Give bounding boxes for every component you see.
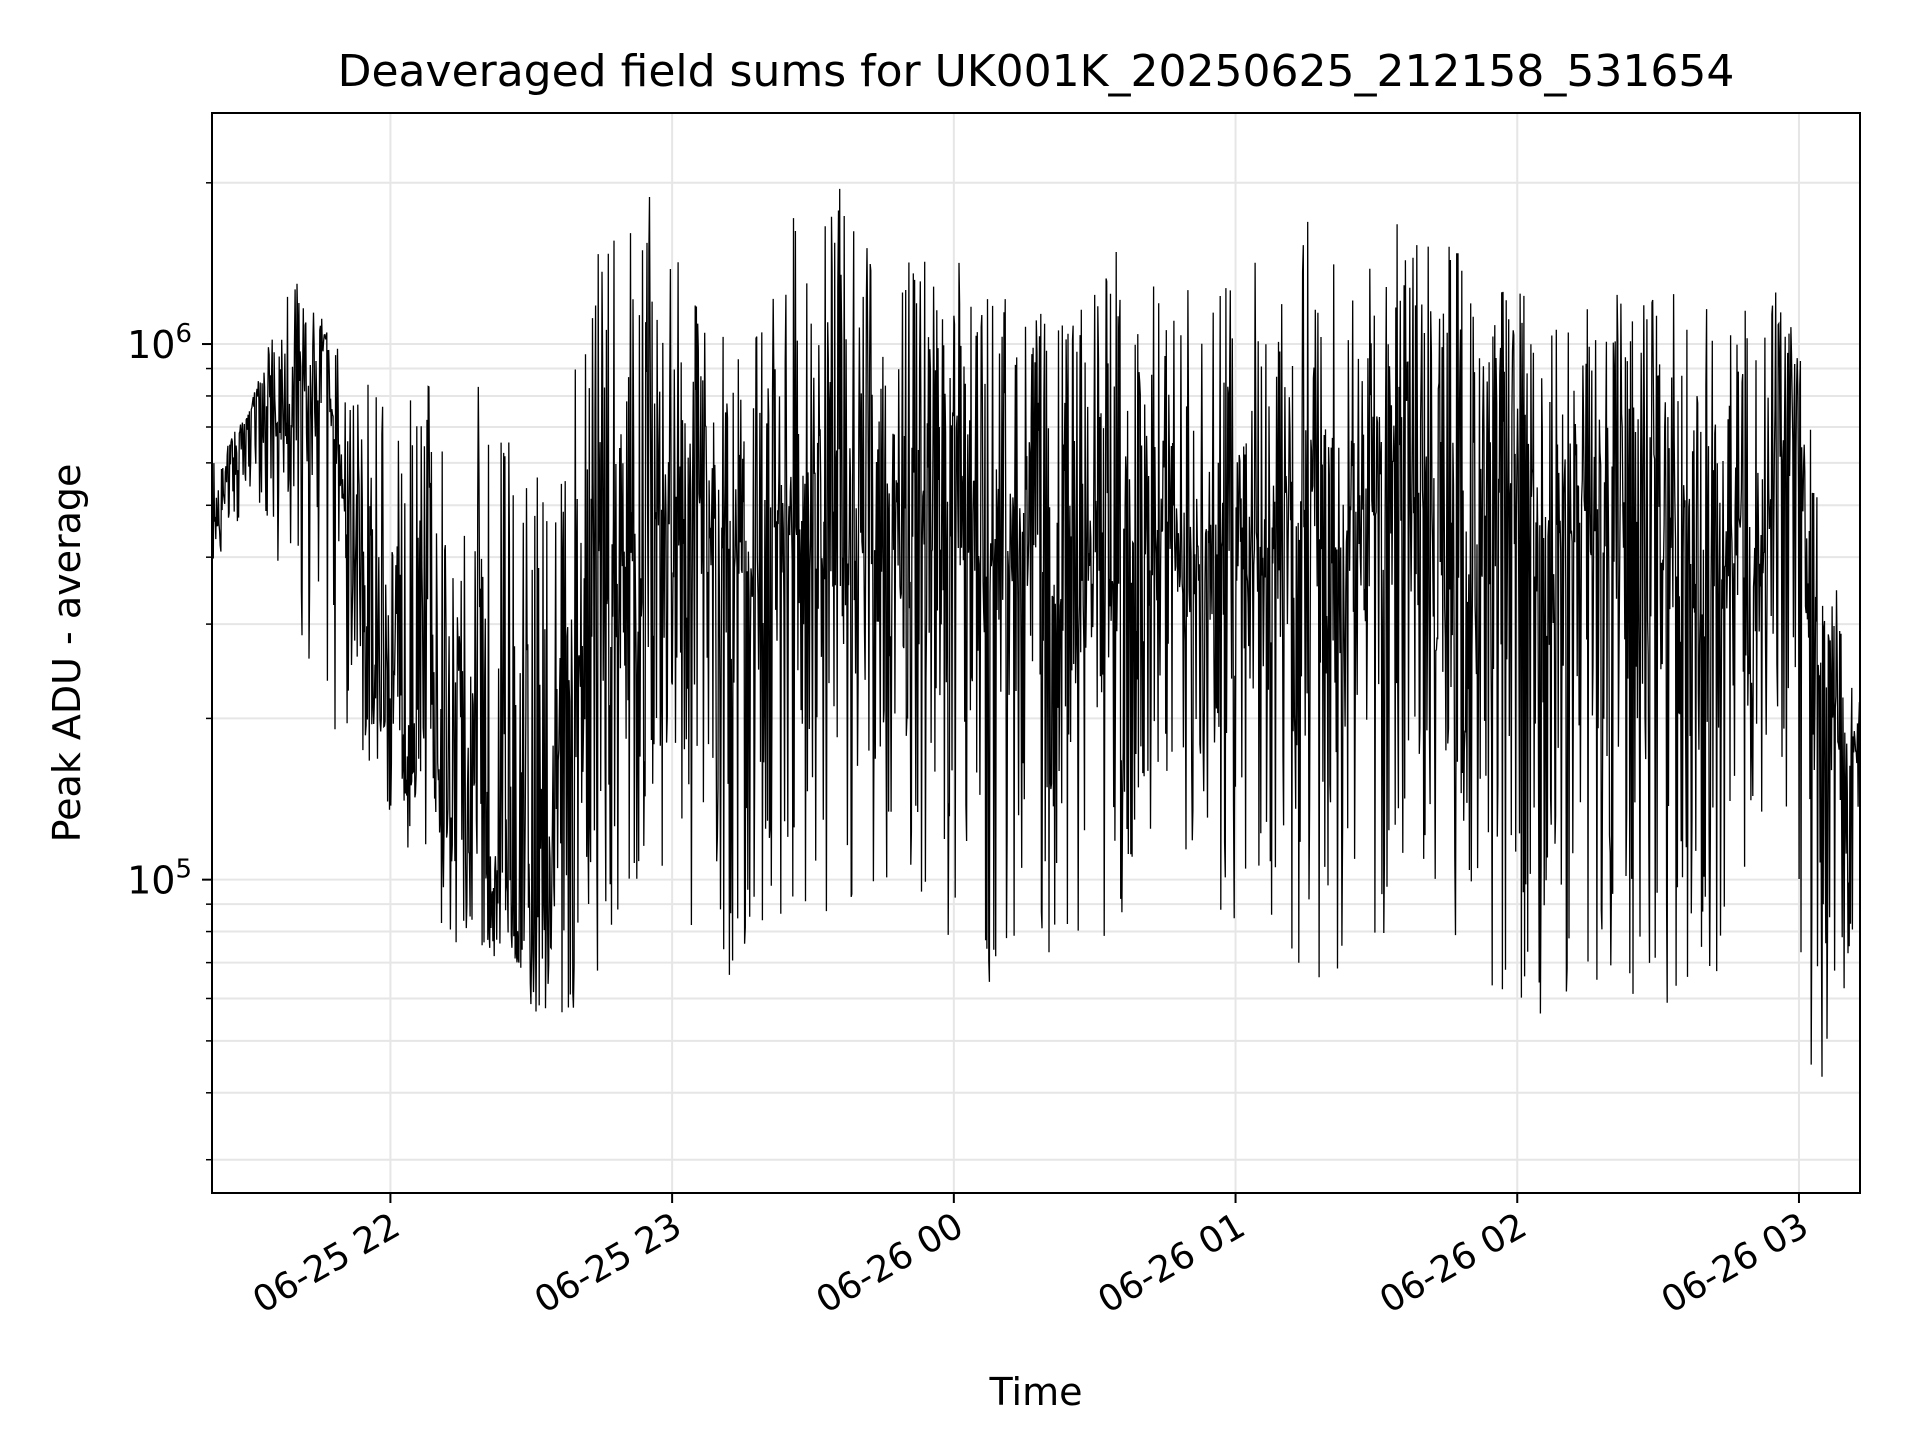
plot-area — [212, 188, 1860, 1077]
series-line — [212, 188, 1860, 1077]
y-tick-label: 105 — [127, 855, 192, 903]
plot-frame — [211, 112, 1861, 1194]
y-tick-label: 106 — [127, 319, 192, 367]
y-axis: 105 106 — [127, 182, 212, 1161]
x-axis-label: Time — [989, 1370, 1083, 1414]
y-axis-label: Peak ADU - average — [45, 464, 89, 843]
chart-title: Deaveraged field sums for UK001K_2025062… — [338, 46, 1735, 97]
